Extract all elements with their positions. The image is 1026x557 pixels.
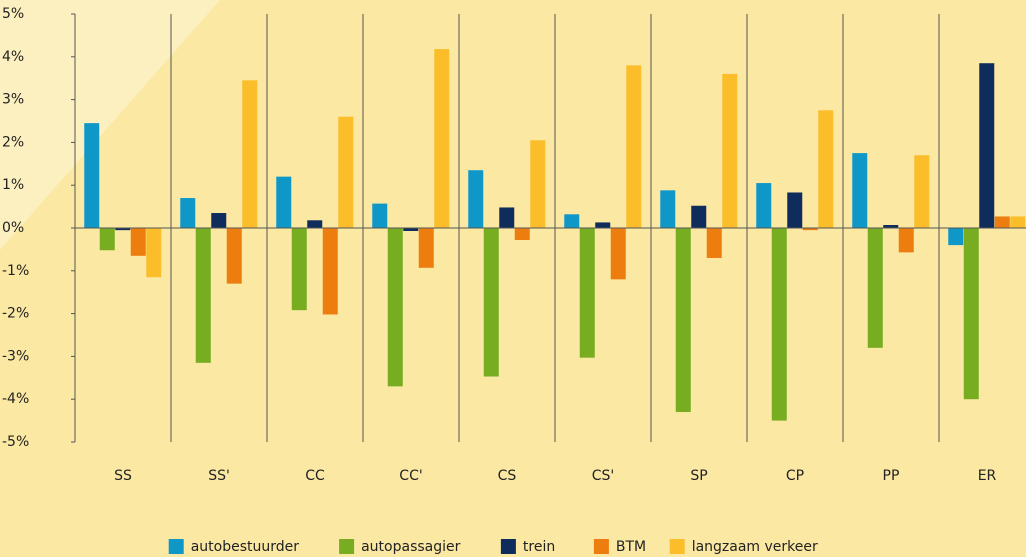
bar bbox=[802, 228, 818, 231]
bar bbox=[852, 153, 868, 228]
y-tick-label: -2% bbox=[2, 306, 29, 322]
y-tick-label: -1% bbox=[2, 263, 29, 279]
bar bbox=[994, 216, 1010, 228]
bar bbox=[626, 65, 642, 228]
bar bbox=[226, 228, 242, 284]
bar bbox=[372, 203, 388, 228]
legend-swatch bbox=[669, 539, 685, 554]
bar bbox=[499, 207, 515, 228]
bar bbox=[195, 228, 211, 363]
bar bbox=[530, 140, 546, 228]
bar bbox=[322, 228, 338, 315]
x-tick-label: ER bbox=[978, 468, 997, 484]
bar bbox=[211, 213, 227, 228]
y-tick-label: -4% bbox=[2, 391, 29, 407]
bar bbox=[722, 73, 738, 228]
x-tick-label: CS' bbox=[592, 468, 615, 484]
y-tick-label: 2% bbox=[2, 134, 24, 150]
bar bbox=[979, 63, 995, 228]
bar bbox=[771, 228, 787, 421]
bar bbox=[675, 228, 691, 413]
x-tick-label: CC' bbox=[399, 468, 422, 484]
bar bbox=[787, 192, 803, 228]
bar bbox=[387, 228, 403, 387]
bar bbox=[595, 222, 611, 228]
x-tick-label: SS bbox=[114, 468, 132, 484]
bar bbox=[84, 123, 100, 228]
legend-label: BTM bbox=[616, 539, 646, 555]
legend-label: langzaam verkeer bbox=[692, 539, 818, 555]
bar bbox=[180, 198, 196, 228]
bar bbox=[307, 220, 323, 228]
bar bbox=[242, 80, 258, 228]
y-tick-label: 4% bbox=[2, 49, 24, 65]
bar bbox=[660, 190, 676, 228]
bar bbox=[756, 183, 772, 228]
bar bbox=[883, 225, 899, 228]
y-tick-label: 1% bbox=[2, 177, 24, 193]
bar bbox=[706, 228, 722, 258]
legend-swatch bbox=[339, 539, 355, 554]
bar bbox=[403, 228, 419, 231]
x-tick-label: CC bbox=[305, 468, 325, 484]
bar bbox=[468, 170, 484, 228]
legend-swatch bbox=[593, 539, 609, 554]
x-tick-label: CP bbox=[786, 468, 804, 484]
x-tick-label: SS' bbox=[208, 468, 230, 484]
legend-label: trein bbox=[523, 539, 555, 555]
bar bbox=[115, 228, 131, 231]
bar bbox=[898, 228, 914, 253]
x-tick-label: CS bbox=[498, 468, 517, 484]
bar bbox=[914, 155, 930, 228]
bar bbox=[276, 176, 292, 228]
legend-swatch bbox=[500, 539, 516, 554]
y-tick-label: -3% bbox=[2, 348, 29, 364]
background-highlight bbox=[0, 0, 220, 250]
bar bbox=[818, 110, 834, 228]
y-tick-label: -5% bbox=[2, 434, 29, 450]
y-tick-label: 5% bbox=[2, 6, 24, 22]
bar bbox=[564, 214, 580, 228]
bar bbox=[130, 228, 146, 256]
legend-label: autopassagier bbox=[361, 539, 461, 555]
bar bbox=[338, 116, 354, 228]
bar bbox=[691, 205, 707, 228]
bar bbox=[146, 228, 162, 278]
legend-label: autobestuurder bbox=[191, 539, 300, 555]
bar bbox=[514, 228, 530, 240]
bar bbox=[1010, 216, 1026, 228]
bar bbox=[867, 228, 883, 348]
bar bbox=[948, 228, 964, 246]
bar bbox=[579, 228, 595, 358]
bar bbox=[434, 49, 450, 228]
x-tick-label: SP bbox=[690, 468, 707, 484]
bar bbox=[99, 228, 115, 251]
bar bbox=[418, 228, 434, 268]
bar bbox=[291, 228, 307, 311]
y-tick-label: 0% bbox=[2, 220, 24, 236]
bar bbox=[483, 228, 499, 377]
y-tick-label: 3% bbox=[2, 92, 24, 108]
x-tick-label: PP bbox=[883, 468, 900, 484]
bar bbox=[963, 228, 979, 400]
legend-swatch bbox=[168, 539, 184, 554]
bar bbox=[610, 228, 626, 280]
